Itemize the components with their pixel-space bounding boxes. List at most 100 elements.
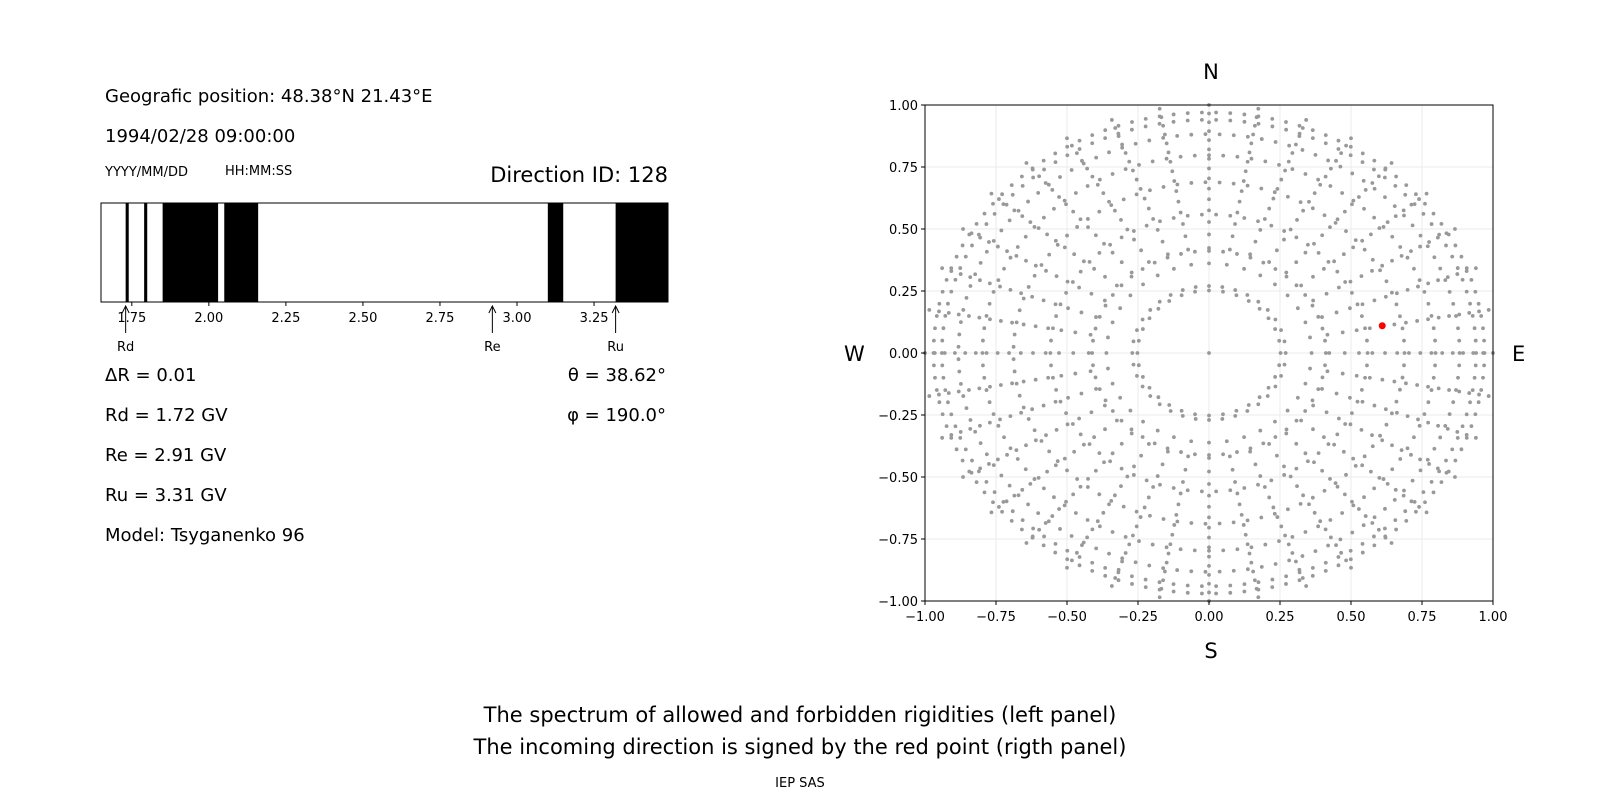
grid-point bbox=[1282, 362, 1287, 367]
grid-point bbox=[1143, 577, 1148, 582]
grid-point bbox=[1270, 116, 1275, 121]
grid-point bbox=[1241, 523, 1246, 527]
grid-point bbox=[1207, 590, 1211, 595]
x-tick-label-4: 0.00 bbox=[1195, 610, 1224, 625]
grid-point bbox=[1086, 351, 1091, 355]
grid-point bbox=[1360, 160, 1365, 165]
grid-point bbox=[1120, 145, 1125, 150]
grid-point bbox=[1065, 422, 1070, 427]
grid-point bbox=[1323, 527, 1328, 532]
grid-point bbox=[1088, 369, 1093, 374]
grid-point bbox=[1307, 199, 1311, 204]
grid-point bbox=[1256, 114, 1261, 119]
grid-point bbox=[1437, 232, 1442, 237]
grid-point bbox=[1303, 381, 1308, 386]
grid-point bbox=[1368, 469, 1373, 474]
grid-point bbox=[1048, 351, 1053, 355]
grid-point bbox=[1064, 291, 1069, 295]
grid-point bbox=[956, 344, 961, 349]
grid-point bbox=[991, 239, 996, 243]
x-tick-label-7: 0.75 bbox=[1408, 610, 1437, 625]
grid-point bbox=[1349, 136, 1353, 141]
grid-point bbox=[1199, 584, 1204, 589]
grid-point bbox=[1394, 302, 1399, 307]
grid-point bbox=[1261, 260, 1266, 265]
grid-point bbox=[1097, 451, 1102, 456]
grid-point bbox=[982, 375, 987, 380]
grid-point bbox=[958, 430, 963, 434]
grid-point bbox=[1228, 488, 1233, 493]
grid-point bbox=[1203, 569, 1208, 574]
grid-point bbox=[1087, 259, 1092, 264]
grid-point bbox=[1097, 314, 1102, 319]
grid-point bbox=[1207, 138, 1211, 143]
grid-point bbox=[1164, 141, 1169, 146]
grid-point bbox=[1473, 289, 1478, 294]
grid-point bbox=[1431, 326, 1436, 331]
y-tick-label-5: 0.25 bbox=[889, 285, 918, 300]
grid-point bbox=[1186, 247, 1191, 252]
grid-point bbox=[1262, 217, 1267, 221]
re-value: Re = 2.91 GV bbox=[105, 445, 227, 466]
grid-point bbox=[1133, 560, 1138, 565]
grid-point bbox=[1046, 182, 1051, 187]
grid-point bbox=[1405, 255, 1410, 260]
grid-point bbox=[1146, 495, 1151, 500]
grid-point bbox=[1320, 375, 1325, 380]
direction-id: Direction ID: 128 bbox=[490, 163, 668, 187]
grid-point bbox=[1390, 411, 1394, 416]
grid-point bbox=[1193, 249, 1197, 254]
grid-point bbox=[1134, 177, 1139, 182]
grid-point bbox=[1051, 375, 1055, 380]
grid-point bbox=[1273, 419, 1277, 424]
grid-point bbox=[1207, 413, 1211, 418]
grid-point bbox=[1360, 238, 1365, 243]
grid-point bbox=[1270, 124, 1275, 129]
grid-point bbox=[1303, 451, 1308, 456]
grid-point bbox=[1085, 518, 1090, 522]
grid-point bbox=[1383, 166, 1388, 171]
grid-point bbox=[1339, 151, 1344, 156]
grid-point bbox=[1161, 578, 1166, 583]
grid-point bbox=[1412, 435, 1416, 440]
grid-point bbox=[1252, 123, 1257, 128]
grid-point bbox=[1179, 450, 1183, 454]
grid-point bbox=[992, 212, 997, 216]
date-format-label: YYYY/MM/DD bbox=[105, 165, 188, 180]
grid-point bbox=[1133, 141, 1138, 146]
grid-point bbox=[1473, 363, 1478, 368]
grid-point bbox=[1175, 519, 1180, 524]
grid-point bbox=[1199, 212, 1204, 217]
grid-point bbox=[1012, 493, 1017, 498]
grid-point bbox=[1193, 417, 1198, 421]
grid-point bbox=[1384, 279, 1389, 284]
grid-point bbox=[1109, 203, 1114, 208]
grid-point bbox=[1019, 174, 1024, 179]
grid-point bbox=[1333, 481, 1338, 486]
grid-point bbox=[1401, 208, 1406, 213]
grid-point bbox=[1012, 369, 1017, 374]
grid-point bbox=[991, 463, 996, 467]
grid-point bbox=[1269, 223, 1274, 228]
grid-point bbox=[1270, 577, 1275, 582]
grid-point bbox=[1140, 317, 1145, 322]
grid-point bbox=[1020, 183, 1025, 188]
grid-point bbox=[1451, 301, 1456, 306]
grid-point bbox=[1207, 469, 1211, 474]
grid-point bbox=[1418, 233, 1423, 238]
grid-point bbox=[1256, 299, 1261, 304]
grid-point bbox=[1000, 192, 1004, 197]
grid-point bbox=[1326, 543, 1331, 548]
grid-point bbox=[1248, 449, 1253, 454]
grid-point bbox=[1326, 259, 1331, 264]
grid-point bbox=[988, 317, 992, 322]
grid-point bbox=[1214, 591, 1218, 596]
time-format-label: HH:MM:SS bbox=[225, 164, 293, 179]
grid-point bbox=[984, 249, 989, 254]
grid-point bbox=[1131, 473, 1136, 477]
grid-point bbox=[1110, 320, 1115, 325]
grid-point bbox=[1372, 186, 1377, 191]
grid-point bbox=[1192, 153, 1197, 158]
grid-point bbox=[982, 211, 987, 216]
forbidden-band-4 bbox=[547, 203, 564, 302]
